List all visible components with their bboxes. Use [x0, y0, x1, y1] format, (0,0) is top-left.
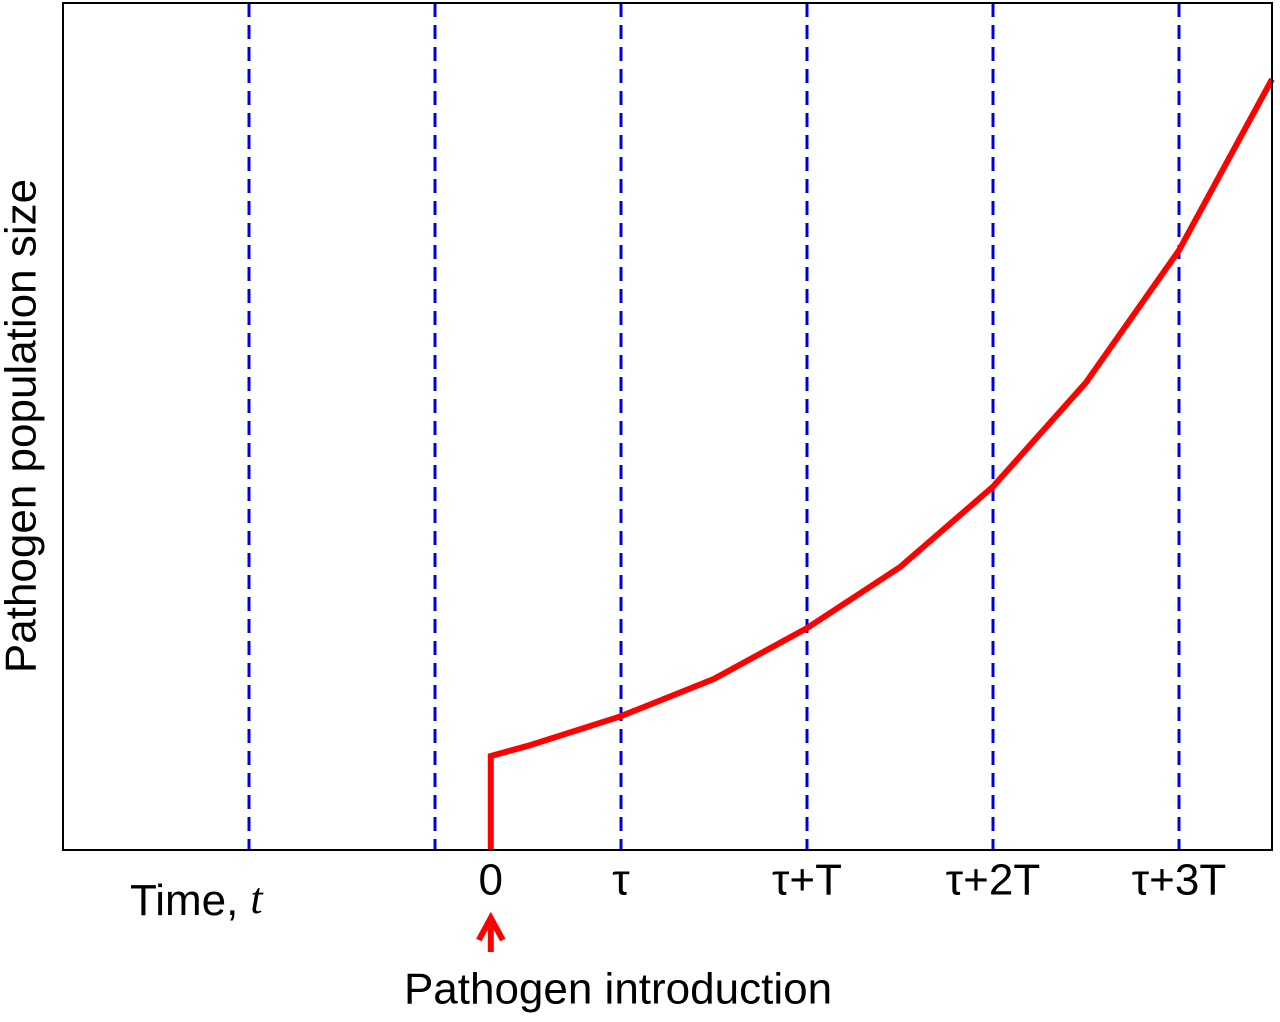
- x-axis-label: Time, t: [130, 874, 264, 925]
- x-axis-variable: t: [250, 874, 264, 923]
- annotation-arrow: [476, 911, 506, 952]
- x-axis-label-text: Time,: [130, 876, 238, 925]
- x-tick-label: τ: [612, 856, 630, 905]
- x-tick-label: τ+3T: [1132, 856, 1226, 905]
- curve: [487, 77, 1275, 850]
- x-tick-label: τ+2T: [946, 856, 1040, 905]
- y-axis-label: Pathogen population size: [0, 179, 46, 673]
- x-tick-label: 0: [479, 856, 503, 905]
- plot-frame: [62, 2, 1273, 851]
- annotation-text: Pathogen introduction: [404, 965, 832, 1014]
- x-tick-label: τ+T: [772, 856, 842, 905]
